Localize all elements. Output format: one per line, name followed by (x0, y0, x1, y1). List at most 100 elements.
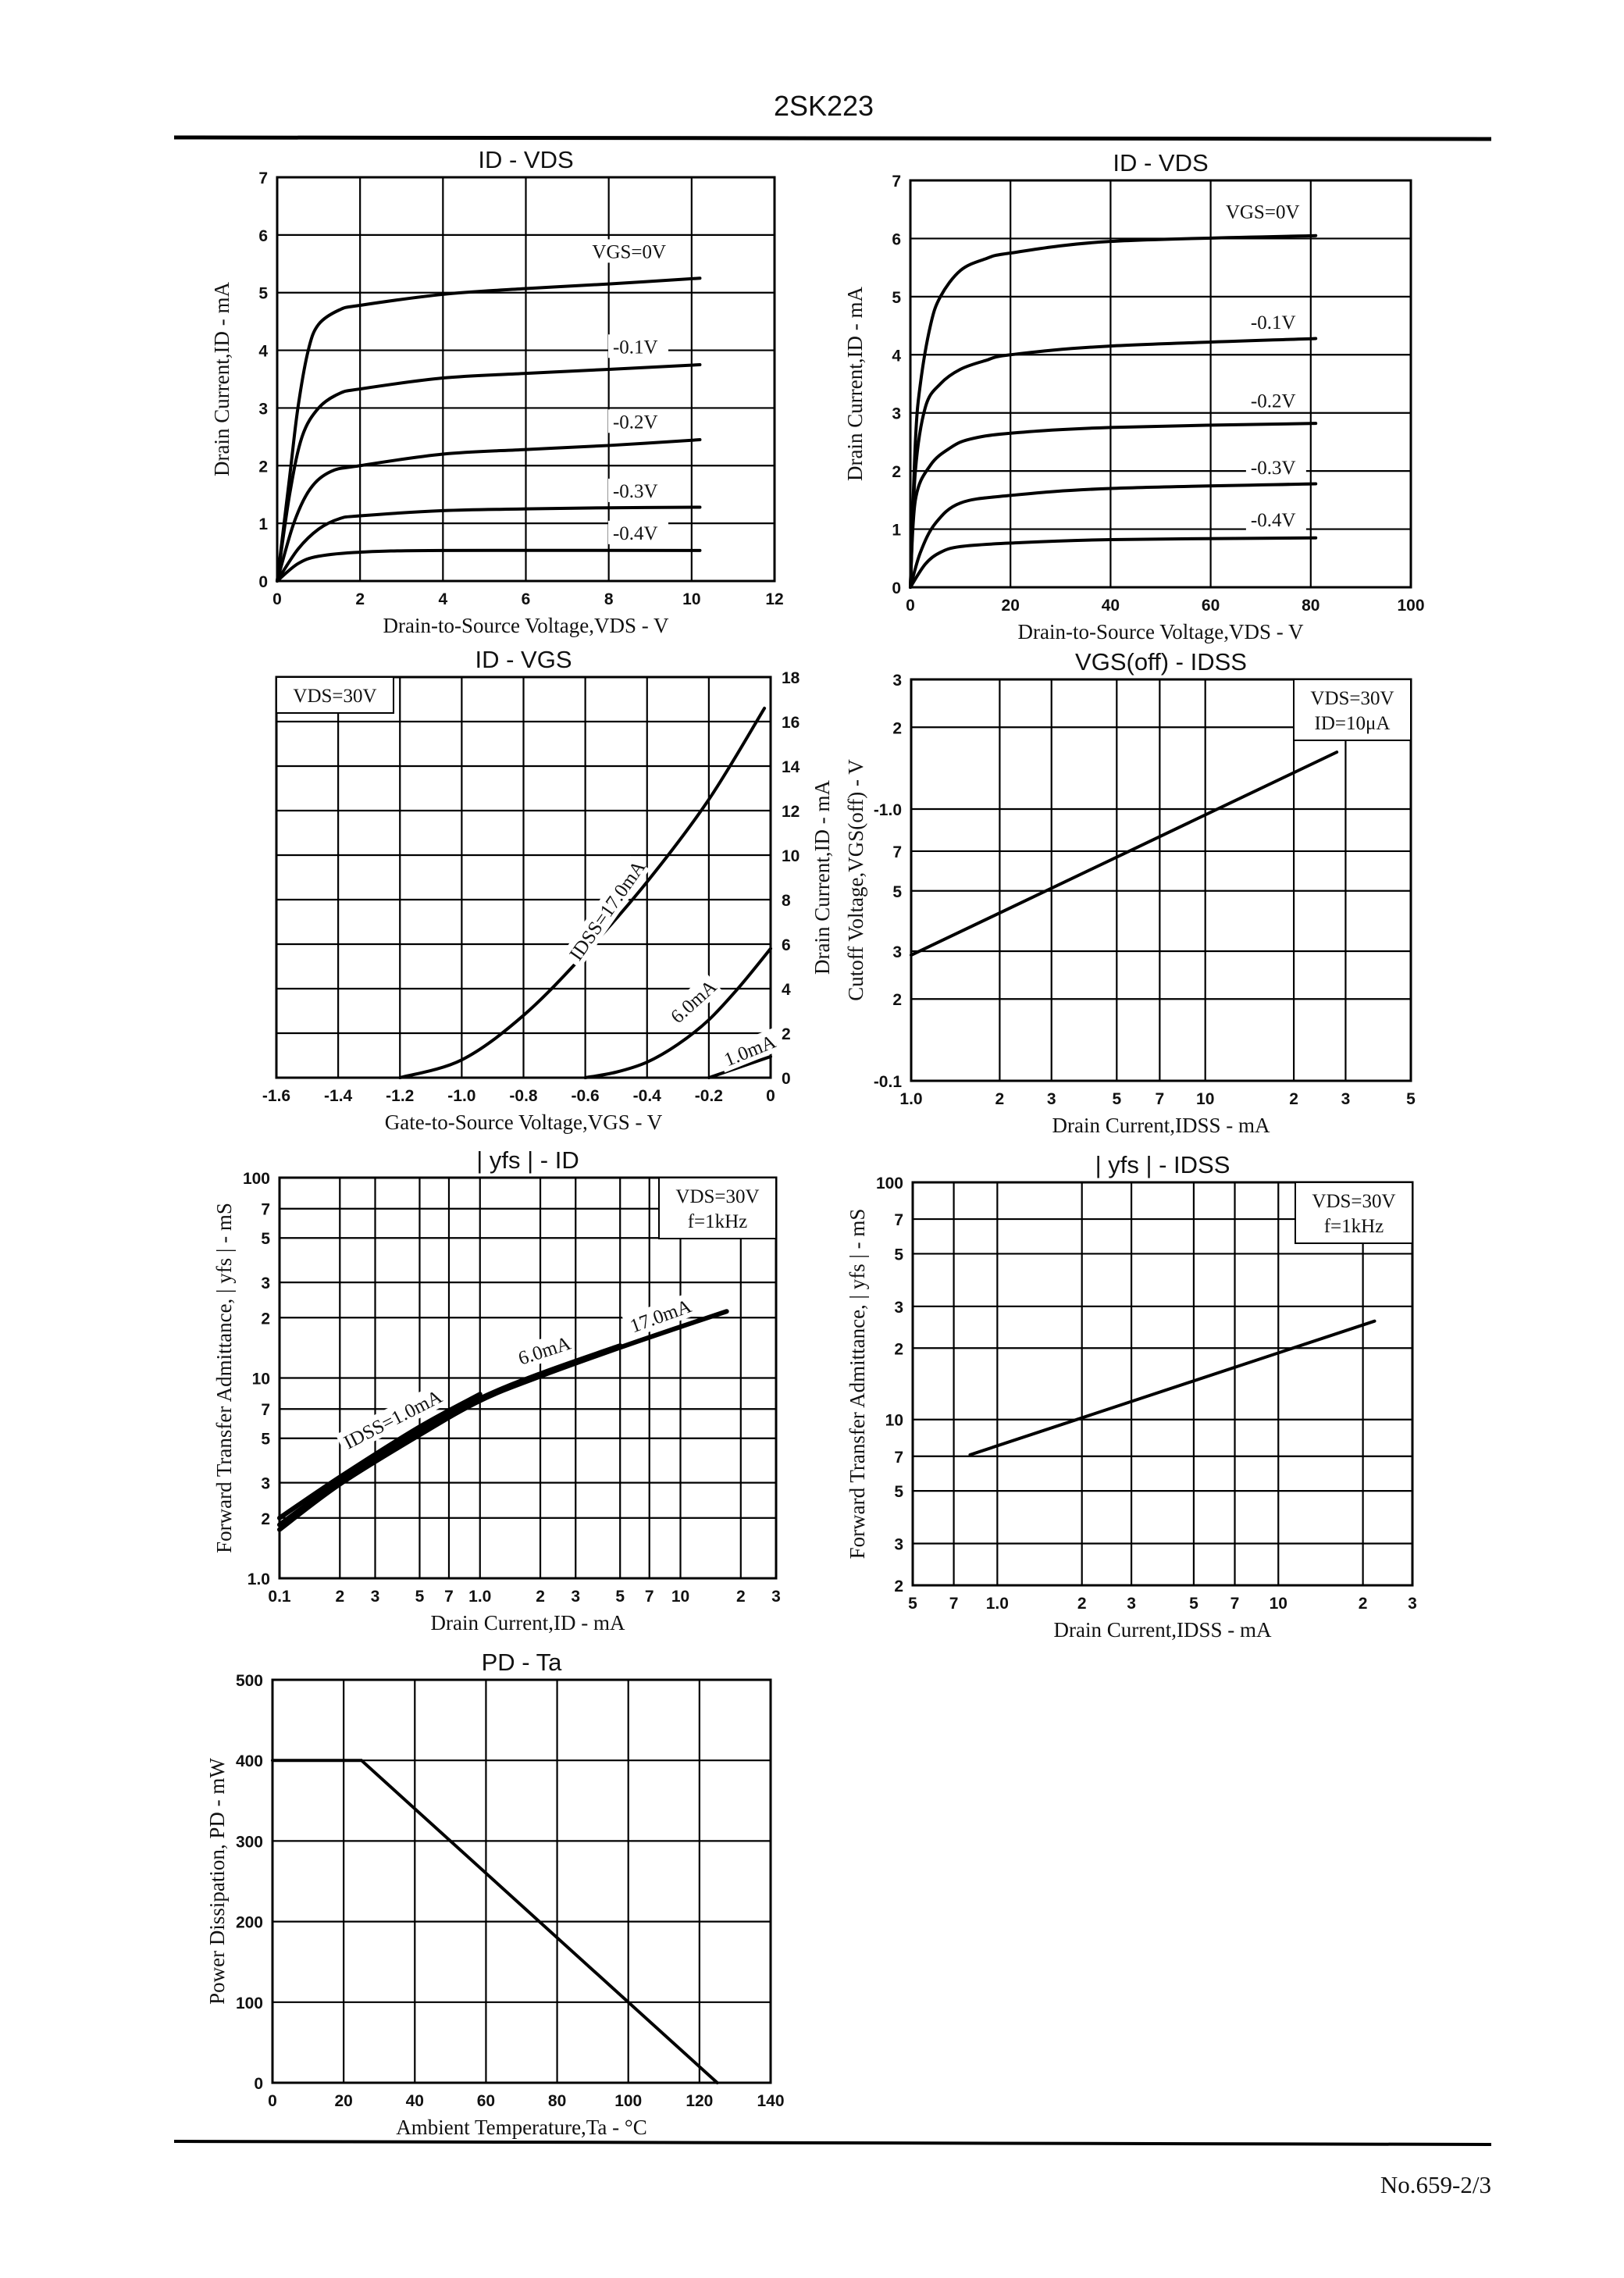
series-label-backdrop (511, 1330, 575, 1371)
x-tick-label: 0 (268, 2092, 277, 2110)
x-tick-label: 2 (355, 590, 365, 608)
x-axis-label: Drain-to-Source Voltage,VDS - V (1018, 620, 1304, 643)
series-label: IDSS=17.0mA (566, 857, 650, 964)
chart-title: ID - VDS (478, 146, 573, 173)
y-tick-label: -1.0 (874, 801, 902, 819)
y-tick-label: 8 (782, 892, 791, 910)
x-tick-label: 12 (765, 590, 783, 608)
y-tick-label: 3 (892, 943, 902, 961)
x-tick-label: 1.0 (468, 1588, 491, 1606)
y-tick-label: 2 (892, 719, 902, 737)
series-curve (707, 1054, 772, 1079)
chart-title: | yfs | - ID (476, 1146, 579, 1174)
y-tick-label: 7 (892, 173, 901, 191)
y-tick-label: 5 (892, 289, 901, 307)
x-tick-label: -0.2 (695, 1087, 723, 1105)
series-curve (276, 276, 702, 583)
condition-label: f=1kHz (688, 1211, 748, 1232)
x-tick-label: 80 (548, 2092, 566, 2110)
y-tick-label: 7 (261, 1401, 270, 1419)
x-tick-label: 5 (908, 1595, 917, 1613)
x-tick-label: -1.4 (324, 1087, 353, 1105)
x-tick-label: -1.2 (386, 1087, 414, 1105)
x-tick-label: -1.0 (447, 1087, 475, 1105)
x-tick-label: 5 (1112, 1090, 1121, 1108)
series-label-backdrop (561, 855, 650, 969)
y-tick-label: 6 (892, 230, 901, 248)
series-curve (583, 946, 772, 1079)
x-tick-label: 20 (334, 2092, 352, 2110)
x-tick-label: 8 (604, 590, 614, 608)
plot-frame (275, 676, 772, 1079)
y-tick-label: 1 (892, 522, 901, 540)
series-label-backdrop (607, 334, 668, 358)
x-tick-label: 40 (406, 2092, 424, 2110)
y-tick-label: 4 (892, 347, 901, 365)
y-axis-label: Cutoff Voltage,VGS(off) - V (844, 759, 867, 1001)
series-label: -0.2V (613, 412, 658, 433)
chart-title: PD - Ta (482, 1649, 563, 1676)
x-tick-label: 7 (645, 1588, 654, 1606)
series-label-backdrop (1245, 455, 1306, 479)
x-tick-label: 0 (906, 597, 915, 615)
y-tick-label: 7 (894, 1211, 903, 1229)
x-axis-label: Drain-to-Source Voltage,VDS - V (383, 614, 669, 637)
y-tick-label: 300 (236, 1833, 263, 1851)
x-axis-label: Ambient Temperature,Ta - °C (396, 2116, 646, 2139)
chart-title: ID - VGS (475, 646, 572, 673)
series-label: -0.4V (1251, 510, 1296, 531)
x-tick-label: 10 (671, 1588, 689, 1606)
x-tick-label: 1.0 (899, 1090, 922, 1108)
x-axis-label: Drain Current,ID - mA (431, 1611, 625, 1635)
y-tick-label: 7 (258, 169, 268, 187)
y-tick-label: 6 (258, 227, 268, 245)
series-curve (909, 536, 1318, 589)
x-tick-label: 2 (736, 1588, 746, 1606)
y-tick-label: 3 (261, 1475, 270, 1493)
y-axis-label: Drain Current,ID - mA (843, 287, 867, 481)
x-tick-label: 3 (371, 1588, 380, 1606)
chart-6: 2 3 5 7 10 2 3 5 7 100 5 7 1.0 2 3 5 7 10 2 3 | yfs | - IDSS… (846, 1151, 1417, 1642)
series-label: -0.1V (613, 337, 658, 358)
plot-frame (278, 1176, 778, 1580)
conditions-box (1295, 1182, 1413, 1244)
y-tick-label: 1.0 (248, 1570, 270, 1588)
x-tick-label: 3 (1127, 1595, 1136, 1613)
series-curve (276, 438, 702, 583)
y-tick-label: 3 (258, 400, 268, 418)
x-tick-label: 10 (1270, 1595, 1287, 1613)
series-curve (909, 482, 1318, 589)
y-tick-label: 1 (258, 515, 268, 533)
chart-title: | yfs | - IDSS (1095, 1151, 1230, 1178)
series-label-backdrop (661, 973, 723, 1032)
page-reference: No.659-2/3 (1380, 2171, 1491, 2198)
x-tick-label: 7 (949, 1595, 959, 1613)
x-tick-label: 1.0 (986, 1595, 1009, 1613)
x-tick-label: 10 (682, 590, 700, 608)
x-tick-label: 5 (415, 1588, 425, 1606)
x-axis-label: Drain Current,IDSS - mA (1054, 1618, 1272, 1642)
y-tick-label: 2 (892, 991, 902, 1009)
series-curve (277, 1343, 623, 1528)
x-tick-label: 3 (1408, 1595, 1417, 1613)
x-tick-label: 2 (1077, 1595, 1087, 1613)
y-tick-label: 5 (261, 1230, 270, 1248)
series-curve (398, 706, 767, 1079)
x-tick-label: 2 (1289, 1090, 1298, 1108)
x-tick-label: 20 (1002, 597, 1020, 615)
x-tick-label: 3 (771, 1588, 781, 1606)
series-curve (968, 1319, 1376, 1456)
plot-frame (911, 1181, 1414, 1587)
series-label: -0.3V (1251, 458, 1296, 479)
condition-label: f=1kHz (1324, 1216, 1384, 1237)
y-axis-label: Forward Transfer Admittance, | yfs | - m… (846, 1209, 869, 1560)
x-tick-label: 5 (1189, 1595, 1198, 1613)
y-tick-label: 2 (782, 1025, 791, 1043)
y-tick-label: 5 (258, 285, 268, 303)
y-axis-label: Forward Transfer Admittance, | yfs | - m… (212, 1203, 236, 1553)
series-label: -0.2V (1251, 390, 1296, 412)
y-tick-label: 100 (876, 1175, 903, 1192)
y-tick-label: 5 (894, 1246, 903, 1264)
y-tick-label: 0 (258, 573, 268, 591)
